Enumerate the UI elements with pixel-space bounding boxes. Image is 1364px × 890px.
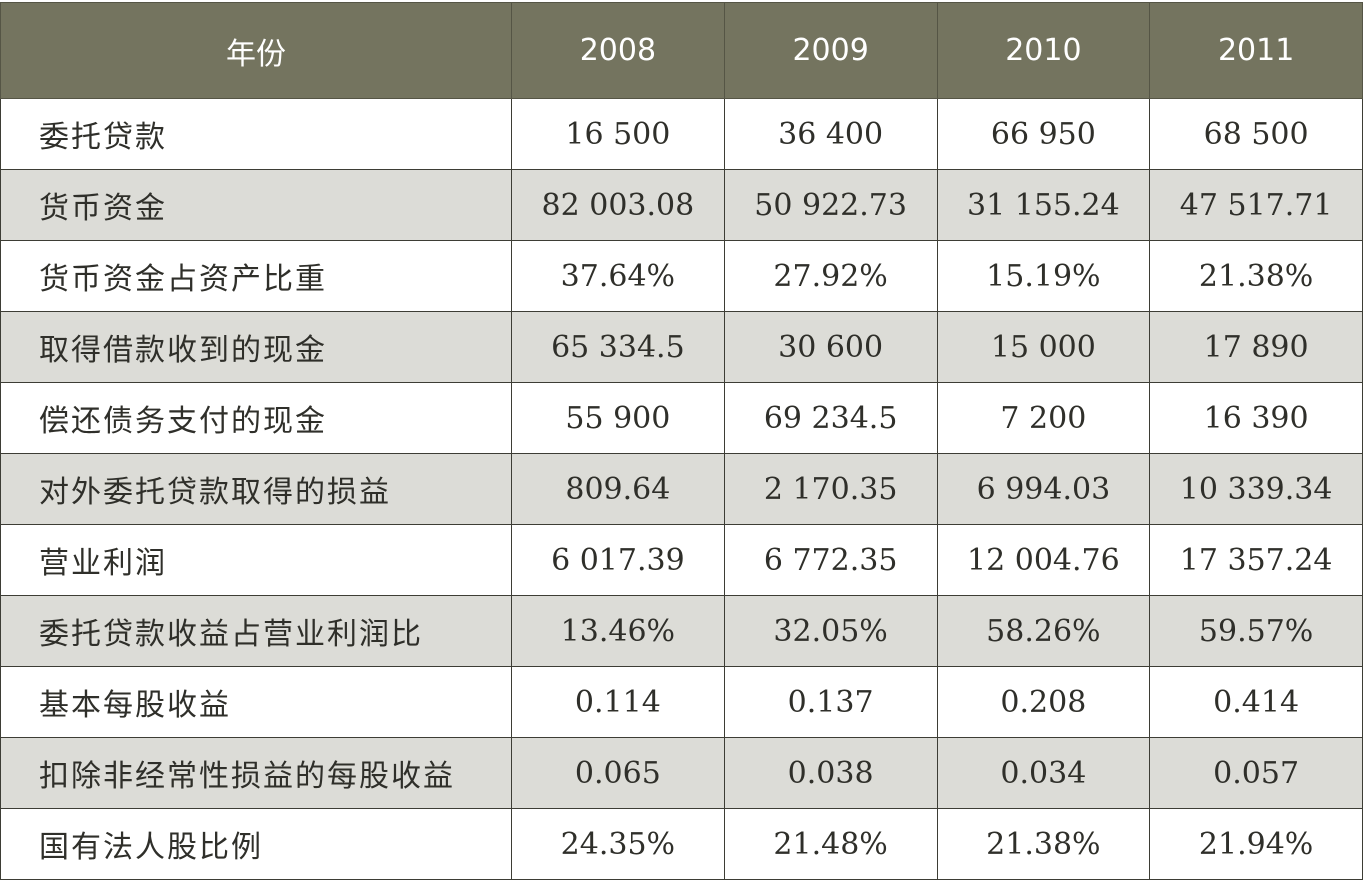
table-row: 国有法人股比例 24.35% 21.48% 21.38% 21.94%: [0, 808, 1363, 880]
row-label: 货币资金占资产比重: [0, 240, 512, 312]
cell-value: 15.19%: [936, 240, 1151, 312]
cell-value: 0.065: [511, 737, 725, 809]
row-label: 扣除非经常性损益的每股收益: [0, 737, 512, 809]
header-year-2010: 2010: [936, 2, 1151, 99]
cell-value: 65 334.5: [511, 311, 725, 383]
row-label: 偿还债务支付的现金: [0, 382, 512, 454]
cell-value: 17 357.24: [1149, 524, 1363, 596]
cell-value: 6 994.03: [936, 453, 1151, 525]
cell-value: 55 900: [511, 382, 725, 454]
table-row: 委托贷款收益占营业利润比 13.46% 32.05% 58.26% 59.57%: [0, 595, 1363, 667]
cell-value: 0.034: [936, 737, 1151, 809]
cell-value: 6 772.35: [723, 524, 938, 596]
row-label: 委托贷款: [0, 98, 512, 170]
cell-value: 47 517.71: [1149, 169, 1363, 241]
cell-value: 15 000: [936, 311, 1151, 383]
cell-value: 31 155.24: [936, 169, 1151, 241]
row-label: 货币资金: [0, 169, 512, 241]
row-label: 对外委托贷款取得的损益: [0, 453, 512, 525]
cell-value: 37.64%: [511, 240, 725, 312]
cell-value: 59.57%: [1149, 595, 1363, 667]
cell-value: 16 390: [1149, 382, 1363, 454]
row-label: 取得借款收到的现金: [0, 311, 512, 383]
cell-value: 2 170.35: [723, 453, 938, 525]
cell-value: 58.26%: [936, 595, 1151, 667]
table-row: 营业利润 6 017.39 6 772.35 12 004.76 17 357.…: [0, 524, 1363, 596]
cell-value: 27.92%: [723, 240, 938, 312]
cell-value: 69 234.5: [723, 382, 938, 454]
cell-value: 66 950: [936, 98, 1151, 170]
table-row: 扣除非经常性损益的每股收益 0.065 0.038 0.034 0.057: [0, 737, 1363, 809]
cell-value: 30 600: [723, 311, 938, 383]
header-year-2008: 2008: [511, 2, 725, 99]
row-label: 国有法人股比例: [0, 808, 512, 880]
cell-value: 50 922.73: [723, 169, 938, 241]
cell-value: 21.38%: [936, 808, 1151, 880]
cell-value: 0.114: [511, 666, 725, 738]
header-year-2009: 2009: [723, 2, 938, 99]
table-row: 偿还债务支付的现金 55 900 69 234.5 7 200 16 390: [0, 382, 1363, 454]
cell-value: 21.38%: [1149, 240, 1363, 312]
cell-value: 21.94%: [1149, 808, 1363, 880]
table-row: 委托贷款 16 500 36 400 66 950 68 500: [0, 98, 1363, 170]
table-row: 对外委托贷款取得的损益 809.64 2 170.35 6 994.03 10 …: [0, 453, 1363, 525]
cell-value: 0.057: [1149, 737, 1363, 809]
cell-value: 82 003.08: [511, 169, 725, 241]
table-row: 基本每股收益 0.114 0.137 0.208 0.414: [0, 666, 1363, 738]
cell-value: 12 004.76: [936, 524, 1151, 596]
cell-value: 32.05%: [723, 595, 938, 667]
cell-value: 13.46%: [511, 595, 725, 667]
cell-value: 17 890: [1149, 311, 1363, 383]
cell-value: 0.208: [936, 666, 1151, 738]
row-label: 基本每股收益: [0, 666, 512, 738]
table-header: 年份 2008 2009 2010 2011: [0, 2, 1363, 99]
cell-value: 6 017.39: [511, 524, 725, 596]
cell-value: 809.64: [511, 453, 725, 525]
table-row: 货币资金 82 003.08 50 922.73 31 155.24 47 51…: [0, 169, 1363, 241]
row-label: 营业利润: [0, 524, 512, 596]
cell-value: 10 339.34: [1149, 453, 1363, 525]
cell-value: 0.038: [723, 737, 938, 809]
header-year-label: 年份: [0, 2, 512, 99]
table-body: 委托贷款 16 500 36 400 66 950 68 500 货币资金 82…: [0, 98, 1363, 880]
header-year-2011: 2011: [1149, 2, 1363, 99]
cell-value: 0.137: [723, 666, 938, 738]
header-row: 年份 2008 2009 2010 2011: [0, 2, 1363, 99]
cell-value: 21.48%: [723, 808, 938, 880]
table-row: 取得借款收到的现金 65 334.5 30 600 15 000 17 890: [0, 311, 1363, 383]
cell-value: 68 500: [1149, 98, 1363, 170]
cell-value: 36 400: [723, 98, 938, 170]
cell-value: 16 500: [511, 98, 725, 170]
cell-value: 24.35%: [511, 808, 725, 880]
cell-value: 0.414: [1149, 666, 1363, 738]
row-label: 委托贷款收益占营业利润比: [0, 595, 512, 667]
cell-value: 7 200: [936, 382, 1151, 454]
table-row: 货币资金占资产比重 37.64% 27.92% 15.19% 21.38%: [0, 240, 1363, 312]
